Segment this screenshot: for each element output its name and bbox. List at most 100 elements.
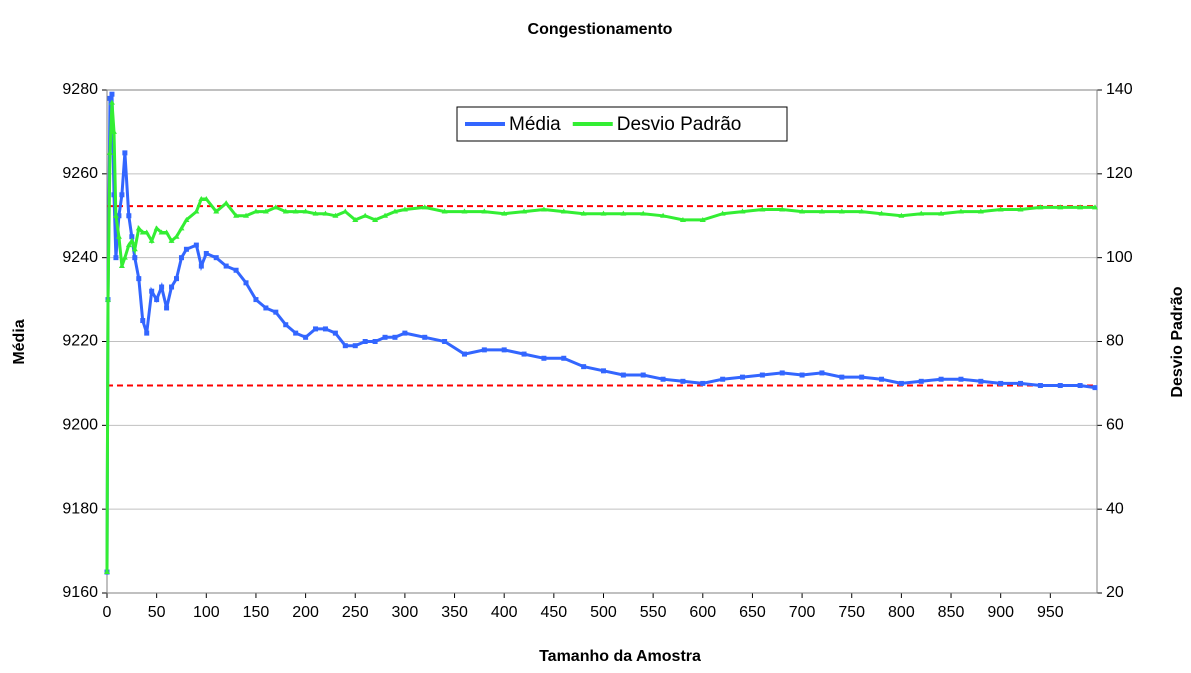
point xyxy=(135,225,142,231)
point xyxy=(173,233,180,239)
x-tick-label: 400 xyxy=(491,604,518,621)
point xyxy=(521,351,527,357)
point xyxy=(700,380,706,386)
point xyxy=(660,212,667,218)
point xyxy=(352,216,359,222)
point xyxy=(132,255,138,261)
point xyxy=(392,334,398,340)
point xyxy=(283,322,289,328)
point xyxy=(112,212,119,218)
point xyxy=(957,208,964,214)
x-tick-label: 250 xyxy=(342,604,369,621)
point xyxy=(252,208,259,214)
x-tick-label: 650 xyxy=(739,604,766,621)
point xyxy=(159,284,165,290)
point xyxy=(799,372,805,378)
point xyxy=(243,280,249,286)
point xyxy=(481,208,488,214)
y-tick-label: 9180 xyxy=(62,500,98,517)
point xyxy=(1077,204,1084,210)
point xyxy=(1037,383,1043,389)
point xyxy=(302,208,309,214)
point xyxy=(115,233,122,239)
point xyxy=(293,330,299,336)
x-tick-label: 900 xyxy=(987,604,1014,621)
point xyxy=(442,339,448,344)
point xyxy=(154,297,160,303)
y2-tick-label: 20 xyxy=(1106,584,1124,601)
point xyxy=(1057,383,1063,389)
y2-tick-label: 40 xyxy=(1106,500,1124,517)
point xyxy=(313,326,319,332)
y2-tick-label: 120 xyxy=(1106,165,1133,182)
point xyxy=(352,343,358,349)
point xyxy=(332,212,339,218)
point xyxy=(113,255,119,261)
point xyxy=(183,246,189,252)
point xyxy=(382,334,388,340)
point xyxy=(104,569,110,575)
point xyxy=(108,99,115,105)
point xyxy=(391,208,398,214)
y-tick-label: 9220 xyxy=(62,333,98,350)
point xyxy=(680,378,686,384)
y2-tick-label: 60 xyxy=(1106,417,1124,434)
point xyxy=(148,237,155,243)
point xyxy=(561,355,567,361)
point xyxy=(878,210,885,216)
x-tick-label: 200 xyxy=(292,604,319,621)
point xyxy=(720,376,726,382)
point xyxy=(149,288,155,294)
point xyxy=(125,242,132,248)
x-tick-label: 500 xyxy=(590,604,617,621)
y-tick-label: 9240 xyxy=(62,249,98,266)
point xyxy=(322,210,329,216)
point xyxy=(198,195,205,201)
point xyxy=(164,305,170,311)
point xyxy=(183,216,190,222)
point xyxy=(997,206,1004,212)
point xyxy=(958,376,964,382)
point xyxy=(342,343,348,349)
point xyxy=(292,208,299,214)
point xyxy=(119,192,125,198)
x-tick-label: 450 xyxy=(540,604,567,621)
point xyxy=(402,330,408,336)
x-tick-label: 350 xyxy=(441,604,468,621)
point xyxy=(332,330,338,336)
x-tick-label: 50 xyxy=(148,604,166,621)
point xyxy=(938,210,945,216)
point xyxy=(401,206,408,212)
point xyxy=(372,216,379,222)
point xyxy=(461,208,468,214)
point xyxy=(600,210,607,216)
point xyxy=(223,263,229,269)
point xyxy=(121,254,128,260)
point xyxy=(126,213,132,219)
point xyxy=(481,347,487,353)
point xyxy=(918,210,925,216)
point xyxy=(203,195,210,201)
point xyxy=(203,250,209,256)
point xyxy=(169,284,175,290)
point xyxy=(282,208,289,214)
point xyxy=(838,208,845,214)
legend-label: Desvio Padrão xyxy=(617,114,742,135)
point xyxy=(178,255,184,261)
x-tick-label: 800 xyxy=(888,604,915,621)
point xyxy=(560,208,567,214)
point xyxy=(699,216,706,222)
point xyxy=(898,212,905,218)
point xyxy=(312,210,319,216)
point xyxy=(273,309,279,315)
series-line xyxy=(105,102,1095,573)
point xyxy=(819,370,825,376)
x-tick-label: 550 xyxy=(640,604,667,621)
y2-tick-label: 100 xyxy=(1106,249,1133,266)
y-tick-label: 9280 xyxy=(62,81,98,98)
point xyxy=(600,368,606,374)
x-tick-label: 850 xyxy=(938,604,965,621)
point xyxy=(799,208,806,214)
point xyxy=(262,208,269,214)
